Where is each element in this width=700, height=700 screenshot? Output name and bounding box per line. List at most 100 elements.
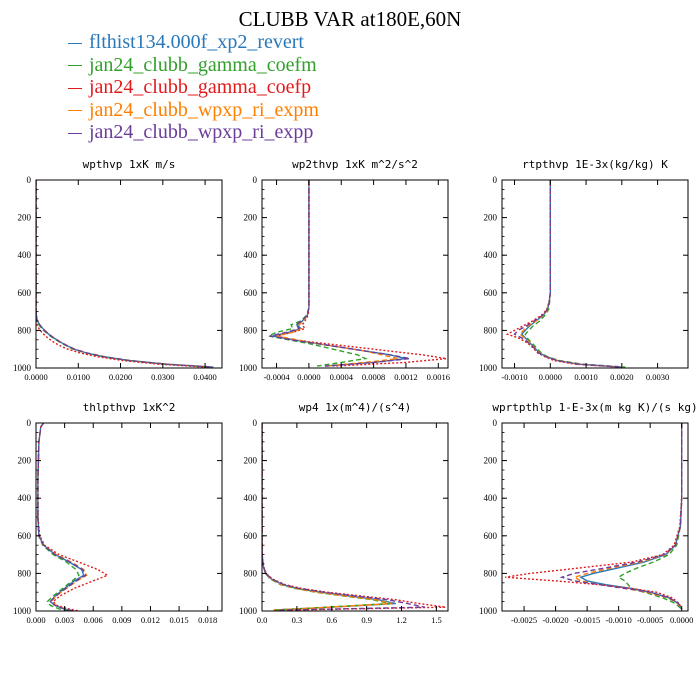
x-tick-label: 0.0000 — [539, 372, 562, 382]
legend-entry: jan24_clubb_gamma_coefm — [68, 54, 319, 77]
series-line — [262, 423, 391, 611]
x-tick-label: 0.0400 — [193, 372, 216, 382]
series-line — [37, 423, 88, 611]
panel-title: wp2thvp 1xK m^2/s^2 — [292, 158, 418, 171]
legend-label: jan24_clubb_gamma_coefp — [89, 76, 312, 99]
series-line — [262, 423, 446, 611]
legend-swatch — [68, 110, 82, 112]
series-line — [37, 423, 87, 611]
y-tick-label: 200 — [244, 213, 258, 223]
x-tick-label: 0.0012 — [394, 372, 417, 382]
y-tick-label: 800 — [18, 325, 32, 335]
series-line — [518, 180, 622, 368]
x-tick-label: 0.012 — [141, 615, 160, 625]
x-tick-label: 0.6 — [326, 615, 337, 625]
series-line — [559, 423, 683, 610]
series-line — [272, 180, 407, 367]
y-tick-label: 1000 — [13, 363, 32, 373]
series-line — [36, 180, 213, 368]
x-tick-label: 0.0100 — [67, 372, 90, 382]
figure-title: CLUBB VAR at180E,60N — [238, 7, 462, 31]
y-tick-label: 200 — [484, 456, 498, 466]
chart-panel: 0 200 400 600 800 1000 -0.0004 0.0000 0.0004 0.00… — [239, 158, 450, 382]
panel-title: wpthvp 1xK m/s — [83, 158, 176, 171]
plot-frame — [35, 422, 223, 612]
legend-label: flthist134.000f_xp2_revert — [89, 31, 304, 54]
y-tick-label: 400 — [18, 493, 32, 503]
x-tick-label: -0.0010 — [606, 615, 632, 625]
series-line — [262, 423, 393, 611]
plot-frame — [501, 179, 689, 369]
series-line — [36, 180, 206, 368]
legend-swatch — [68, 42, 82, 44]
plot-frame — [261, 422, 449, 612]
y-tick-label: 0 — [27, 418, 32, 428]
y-tick-label: 800 — [484, 568, 498, 578]
x-tick-label: 0.0300 — [151, 372, 174, 382]
x-tick-label: 0.9 — [361, 615, 372, 625]
y-tick-label: 800 — [244, 568, 258, 578]
x-tick-label: 0.0016 — [427, 372, 450, 382]
y-tick-label: 200 — [244, 456, 258, 466]
legend-swatch — [68, 65, 82, 67]
x-tick-label: 0.006 — [84, 615, 103, 625]
y-tick-label: 600 — [18, 531, 32, 541]
panel-title: wp4 1x(m^4)/(s^4) — [299, 401, 412, 414]
series-line — [579, 423, 683, 610]
x-tick-label: -0.0010 — [501, 372, 527, 382]
plot-frame — [35, 179, 223, 369]
legend-label: jan24_clubb_wpxp_ri_expp — [89, 121, 314, 144]
y-tick-label: 0 — [27, 175, 32, 185]
series-line — [617, 423, 683, 610]
y-tick-label: 0 — [253, 175, 258, 185]
x-tick-label: 0.015 — [170, 615, 189, 625]
y-tick-label: 0 — [493, 175, 498, 185]
y-tick-label: 400 — [484, 493, 498, 503]
legend-label: jan24_clubb_gamma_coefm — [89, 53, 317, 76]
panel-title: rtpthvp 1E-3x(kg/kg) K — [522, 158, 668, 171]
chart-panel: 0 200 400 600 800 1000-0.0010 0.0000 0.0010 0.00… — [479, 158, 689, 382]
x-tick-label: 0.0030 — [646, 372, 669, 382]
y-tick-label: 1000 — [239, 363, 258, 373]
y-tick-label: 400 — [18, 250, 32, 260]
y-tick-label: 600 — [244, 531, 258, 541]
y-tick-label: 400 — [484, 250, 498, 260]
x-tick-label: 1.5 — [431, 615, 442, 625]
x-tick-label: -0.0005 — [637, 615, 663, 625]
x-tick-label: 0.0200 — [109, 372, 132, 382]
x-tick-label: 0.0000 — [297, 372, 320, 382]
legend-entry: jan24_clubb_wpxp_ri_expp — [68, 121, 319, 144]
x-tick-label: 0.0000 — [24, 372, 47, 382]
legend-swatch — [68, 132, 82, 134]
series-line — [276, 180, 447, 367]
panel-title: wprtpthlp 1-E-3x(m kg K)/(s kg) — [492, 401, 697, 414]
x-tick-label: 0.0020 — [610, 372, 633, 382]
x-tick-label: 0.0010 — [574, 372, 597, 382]
series-line — [524, 180, 626, 368]
y-tick-label: 1000 — [13, 606, 32, 616]
series-line — [36, 180, 212, 368]
legend-swatch — [68, 87, 82, 89]
x-tick-label: 0.003 — [55, 615, 74, 625]
y-tick-label: 600 — [18, 288, 32, 298]
y-tick-label: 200 — [18, 213, 32, 223]
legend-entry: jan24_clubb_gamma_coefp — [68, 76, 319, 99]
series-line — [520, 180, 622, 368]
series-line — [36, 180, 214, 368]
y-tick-label: 800 — [18, 568, 32, 578]
x-tick-label: 0.000 — [26, 615, 45, 625]
y-tick-label: 200 — [18, 456, 32, 466]
y-tick-label: 1000 — [479, 363, 498, 373]
series-line — [505, 423, 683, 610]
series-line — [262, 423, 425, 611]
y-tick-label: 0 — [493, 418, 498, 428]
legend-label: jan24_clubb_wpxp_ri_expm — [89, 98, 319, 121]
legend-entry: flthist134.000f_xp2_revert — [68, 31, 319, 54]
x-tick-label: 0.018 — [198, 615, 217, 625]
y-tick-label: 600 — [244, 288, 258, 298]
y-tick-label: 400 — [244, 493, 258, 503]
